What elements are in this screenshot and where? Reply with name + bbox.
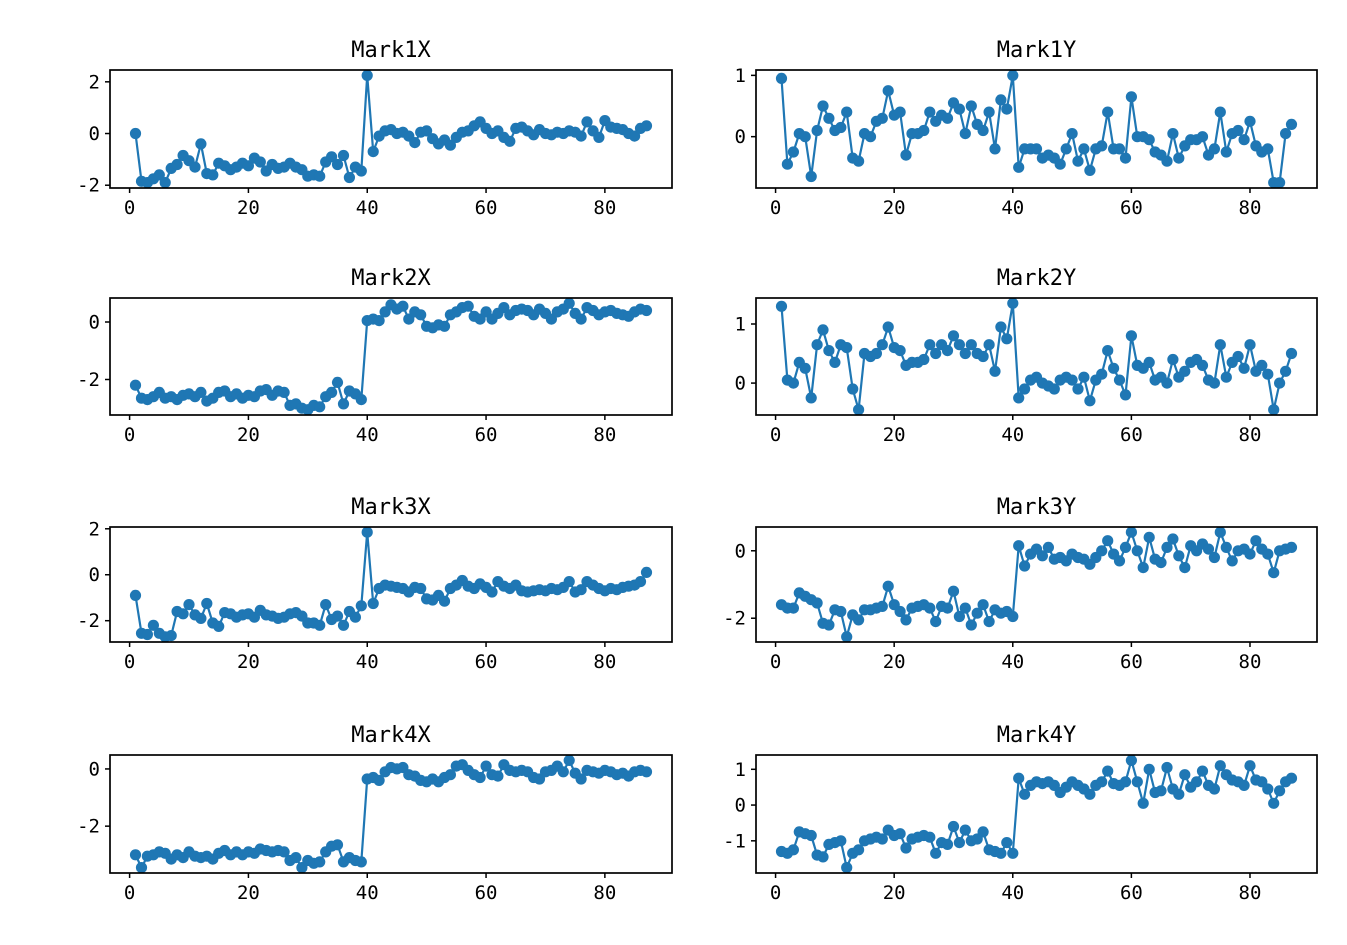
svg-text:20: 20: [237, 882, 260, 904]
svg-text:0: 0: [770, 651, 781, 673]
svg-text:80: 80: [1239, 424, 1262, 446]
svg-text:2: 2: [89, 71, 100, 93]
svg-text:80: 80: [1239, 651, 1262, 673]
svg-text:1: 1: [735, 314, 746, 336]
svg-text:0: 0: [89, 758, 100, 780]
svg-text:20: 20: [883, 882, 906, 904]
svg-text:0: 0: [735, 126, 746, 148]
svg-text:-2: -2: [723, 608, 746, 630]
svg-text:60: 60: [475, 882, 498, 904]
plot-canvas-mark3x: 0 20 40 60 80 -2 0 2: [77, 518, 673, 673]
plot-canvas-mark1x: 0 20 40 60 80 -2 0 2: [77, 69, 673, 219]
subplot-mark1y: Mark1Y 0 20 40 60 80 0 1: [735, 38, 1318, 219]
subplot-mark2y: Mark2Y 0 20 40 60 80 0 1: [735, 266, 1318, 446]
svg-text:80: 80: [1239, 197, 1262, 219]
plot-canvas-mark4x: 0 20 40 60 80 -2 0: [77, 754, 673, 904]
plot-canvas-mark2x: 0 20 40 60 80 -2 0: [77, 297, 673, 446]
svg-text:0: 0: [770, 197, 781, 219]
svg-text:-2: -2: [77, 610, 100, 632]
subplot-mark3y: Mark3Y 0 20 40 60 80 -2 0: [723, 495, 1318, 673]
svg-text:0: 0: [735, 795, 746, 817]
subplot-mark3x: Mark3X 0 20 40 60 80 -2 0 2: [77, 495, 673, 673]
svg-text:1: 1: [735, 759, 746, 781]
svg-text:20: 20: [883, 424, 906, 446]
svg-text:0: 0: [124, 651, 135, 673]
svg-text:40: 40: [356, 424, 379, 446]
svg-text:20: 20: [237, 651, 260, 673]
svg-text:0: 0: [770, 424, 781, 446]
plot-canvas-mark4y: 0 20 40 60 80 -1 0 1: [723, 754, 1318, 904]
svg-text:40: 40: [1001, 882, 1024, 904]
svg-text:-2: -2: [77, 369, 100, 391]
plot-title-mark4x: Mark4X: [351, 723, 431, 748]
svg-text:-2: -2: [77, 175, 100, 197]
svg-text:0: 0: [124, 882, 135, 904]
plot-canvas-mark1y: 0 20 40 60 80 0 1: [735, 65, 1318, 219]
subplot-mark1x: Mark1X 0 20 40 60 80 -2 0 2: [77, 38, 673, 219]
svg-text:40: 40: [356, 651, 379, 673]
svg-text:20: 20: [883, 651, 906, 673]
svg-text:-1: -1: [723, 830, 746, 852]
svg-text:80: 80: [1239, 882, 1262, 904]
svg-text:60: 60: [475, 651, 498, 673]
svg-text:60: 60: [1120, 882, 1143, 904]
svg-text:80: 80: [593, 197, 616, 219]
svg-text:20: 20: [883, 197, 906, 219]
svg-text:40: 40: [1001, 651, 1024, 673]
svg-text:40: 40: [356, 882, 379, 904]
svg-text:20: 20: [237, 197, 260, 219]
svg-text:60: 60: [1120, 424, 1143, 446]
svg-text:0: 0: [89, 312, 100, 334]
svg-text:0: 0: [124, 424, 135, 446]
svg-text:2: 2: [89, 518, 100, 540]
svg-text:40: 40: [1001, 424, 1024, 446]
plot-canvas-mark3y: 0 20 40 60 80 -2 0: [723, 526, 1318, 673]
svg-text:60: 60: [475, 424, 498, 446]
svg-text:20: 20: [237, 424, 260, 446]
plot-canvas-mark2y: 0 20 40 60 80 0 1: [735, 297, 1318, 446]
svg-text:0: 0: [124, 197, 135, 219]
svg-text:1: 1: [735, 65, 746, 87]
svg-text:40: 40: [1001, 197, 1024, 219]
subplot-mark4y: Mark4Y 0 20 40 60 80 -1 0 1: [723, 723, 1318, 904]
svg-text:0: 0: [89, 123, 100, 145]
svg-text:0: 0: [89, 564, 100, 586]
plot-title-mark1y: Mark1Y: [996, 38, 1077, 63]
svg-text:0: 0: [735, 373, 746, 395]
svg-text:80: 80: [593, 424, 616, 446]
svg-text:60: 60: [1120, 197, 1143, 219]
svg-text:80: 80: [593, 882, 616, 904]
svg-text:0: 0: [735, 540, 746, 562]
plot-title-mark2y: Mark2Y: [996, 266, 1077, 291]
subplot-mark4x: Mark4X 0 20 40 60 80 -2 0: [77, 723, 673, 904]
svg-text:0: 0: [770, 882, 781, 904]
plot-title-mark1x: Mark1X: [351, 38, 431, 63]
plot-title-mark2x: Mark2X: [351, 266, 431, 291]
subplot-mark2x: Mark2X 0 20 40 60 80 -2 0: [77, 266, 673, 446]
svg-text:60: 60: [475, 197, 498, 219]
svg-text:-2: -2: [77, 816, 100, 838]
svg-text:60: 60: [1120, 651, 1143, 673]
svg-text:40: 40: [356, 197, 379, 219]
svg-text:80: 80: [593, 651, 616, 673]
plot-title-mark3y: Mark3Y: [996, 495, 1077, 520]
plot-title-mark4y: Mark4Y: [996, 723, 1077, 748]
plot-title-mark3x: Mark3X: [351, 495, 431, 520]
